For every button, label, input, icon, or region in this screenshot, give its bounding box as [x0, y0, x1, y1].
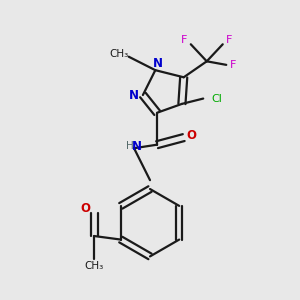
Text: CH₃: CH₃: [85, 261, 104, 271]
Text: Cl: Cl: [211, 94, 222, 103]
Text: N: N: [129, 88, 139, 101]
Text: F: F: [181, 35, 188, 45]
Text: CH₃: CH₃: [109, 49, 128, 59]
Text: F: F: [230, 60, 237, 70]
Text: O: O: [187, 129, 196, 142]
Text: F: F: [226, 35, 232, 45]
Text: N: N: [132, 140, 142, 153]
Text: N: N: [153, 57, 163, 70]
Text: O: O: [80, 202, 90, 215]
Text: H: H: [126, 142, 134, 152]
